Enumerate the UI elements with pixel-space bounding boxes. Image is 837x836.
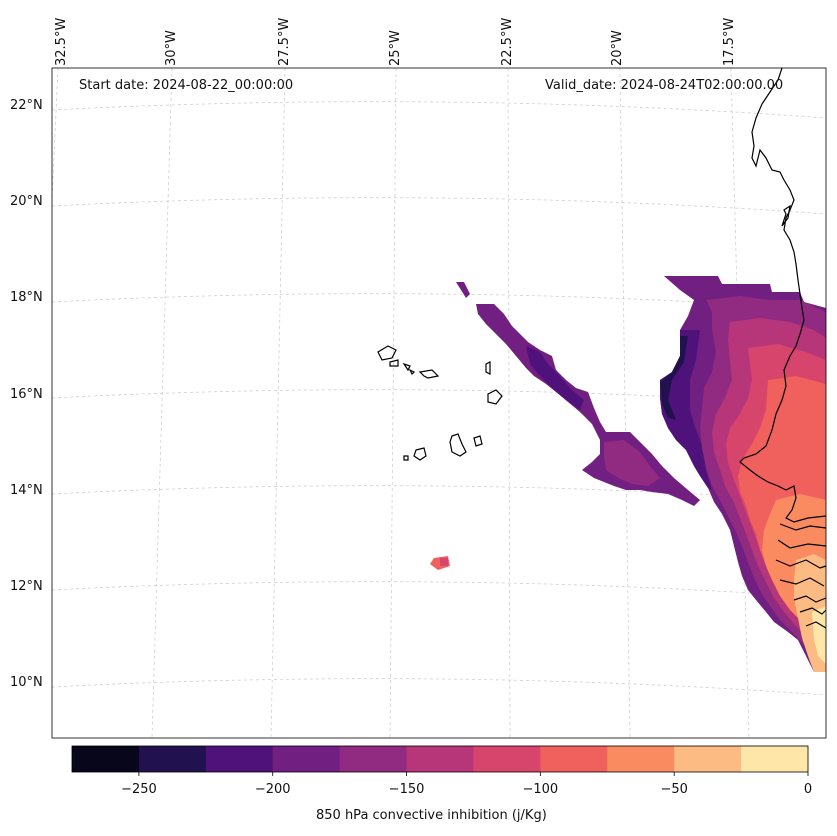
lat-label-18n: 18°N bbox=[10, 290, 43, 305]
colorbar-swatch bbox=[741, 746, 809, 772]
lon-label-27.5w: 27.5°W bbox=[277, 17, 292, 66]
cin-field bbox=[430, 276, 826, 672]
lat-label-14n: 14°N bbox=[10, 483, 43, 498]
colorbar-tick-label: −150 bbox=[389, 782, 425, 797]
colorbar-tick-label: −200 bbox=[255, 782, 291, 797]
colorbar-swatch bbox=[674, 746, 742, 772]
colorbar-swatch bbox=[339, 746, 408, 772]
colorbar-tick-label: −50 bbox=[660, 782, 687, 797]
map-frame bbox=[51, 67, 827, 739]
colorbar-swatch bbox=[473, 746, 541, 772]
colorbar-swatch bbox=[138, 746, 207, 772]
lat-label-22n: 22°N bbox=[10, 98, 43, 113]
colorbar-swatch bbox=[406, 746, 474, 772]
lat-label-20n: 20°N bbox=[10, 194, 43, 209]
lat-label-16n: 16°N bbox=[10, 387, 43, 402]
colorbar-ticks: −250 −200 −150 −100 −50 0 bbox=[121, 772, 812, 797]
colorbar-swatch bbox=[607, 746, 675, 772]
colorbar bbox=[72, 746, 809, 772]
gridlines bbox=[51, 67, 827, 739]
cin-streak-inner bbox=[604, 440, 660, 486]
lat-label-12n: 12°N bbox=[10, 579, 43, 594]
cape-verde-islands bbox=[377, 345, 503, 461]
lon-label-32.5w: 32.5°W bbox=[54, 17, 69, 66]
lat-label-10n: 10°N bbox=[10, 675, 43, 690]
colorbar-swatch bbox=[540, 746, 608, 772]
colorbar-swatch bbox=[72, 746, 140, 772]
valid-date-label: Valid_date: 2024-08-24T02:00:00.00 bbox=[545, 78, 784, 93]
colorbar-border bbox=[71, 745, 809, 773]
colorbar-swatch bbox=[205, 746, 274, 772]
start-date-label: Start date: 2024-08-22_00:00:00 bbox=[79, 78, 294, 93]
lon-label-20w: 20°W bbox=[610, 30, 625, 66]
colorbar-swatch bbox=[272, 746, 341, 772]
coastline bbox=[739, 67, 827, 629]
lon-label-30w: 30°W bbox=[164, 30, 179, 66]
cin-streak-a bbox=[456, 282, 470, 298]
colorbar-tick-label: 0 bbox=[804, 782, 812, 797]
lon-label-25w: 25°W bbox=[388, 30, 403, 66]
cin-region-darkest bbox=[660, 336, 688, 420]
cin-cell-inner bbox=[440, 558, 448, 566]
colorbar-title: 850 hPa convective inhibition (j/Kg) bbox=[316, 808, 547, 823]
lon-label-17.5w: 17.5°W bbox=[722, 17, 737, 66]
colorbar-tick-label: −250 bbox=[121, 782, 157, 797]
cin-streak-dark bbox=[526, 346, 584, 410]
cin-region-cream bbox=[812, 606, 826, 664]
lon-label-22.5w: 22.5°W bbox=[500, 17, 515, 66]
colorbar-tick-label: −100 bbox=[523, 782, 559, 797]
